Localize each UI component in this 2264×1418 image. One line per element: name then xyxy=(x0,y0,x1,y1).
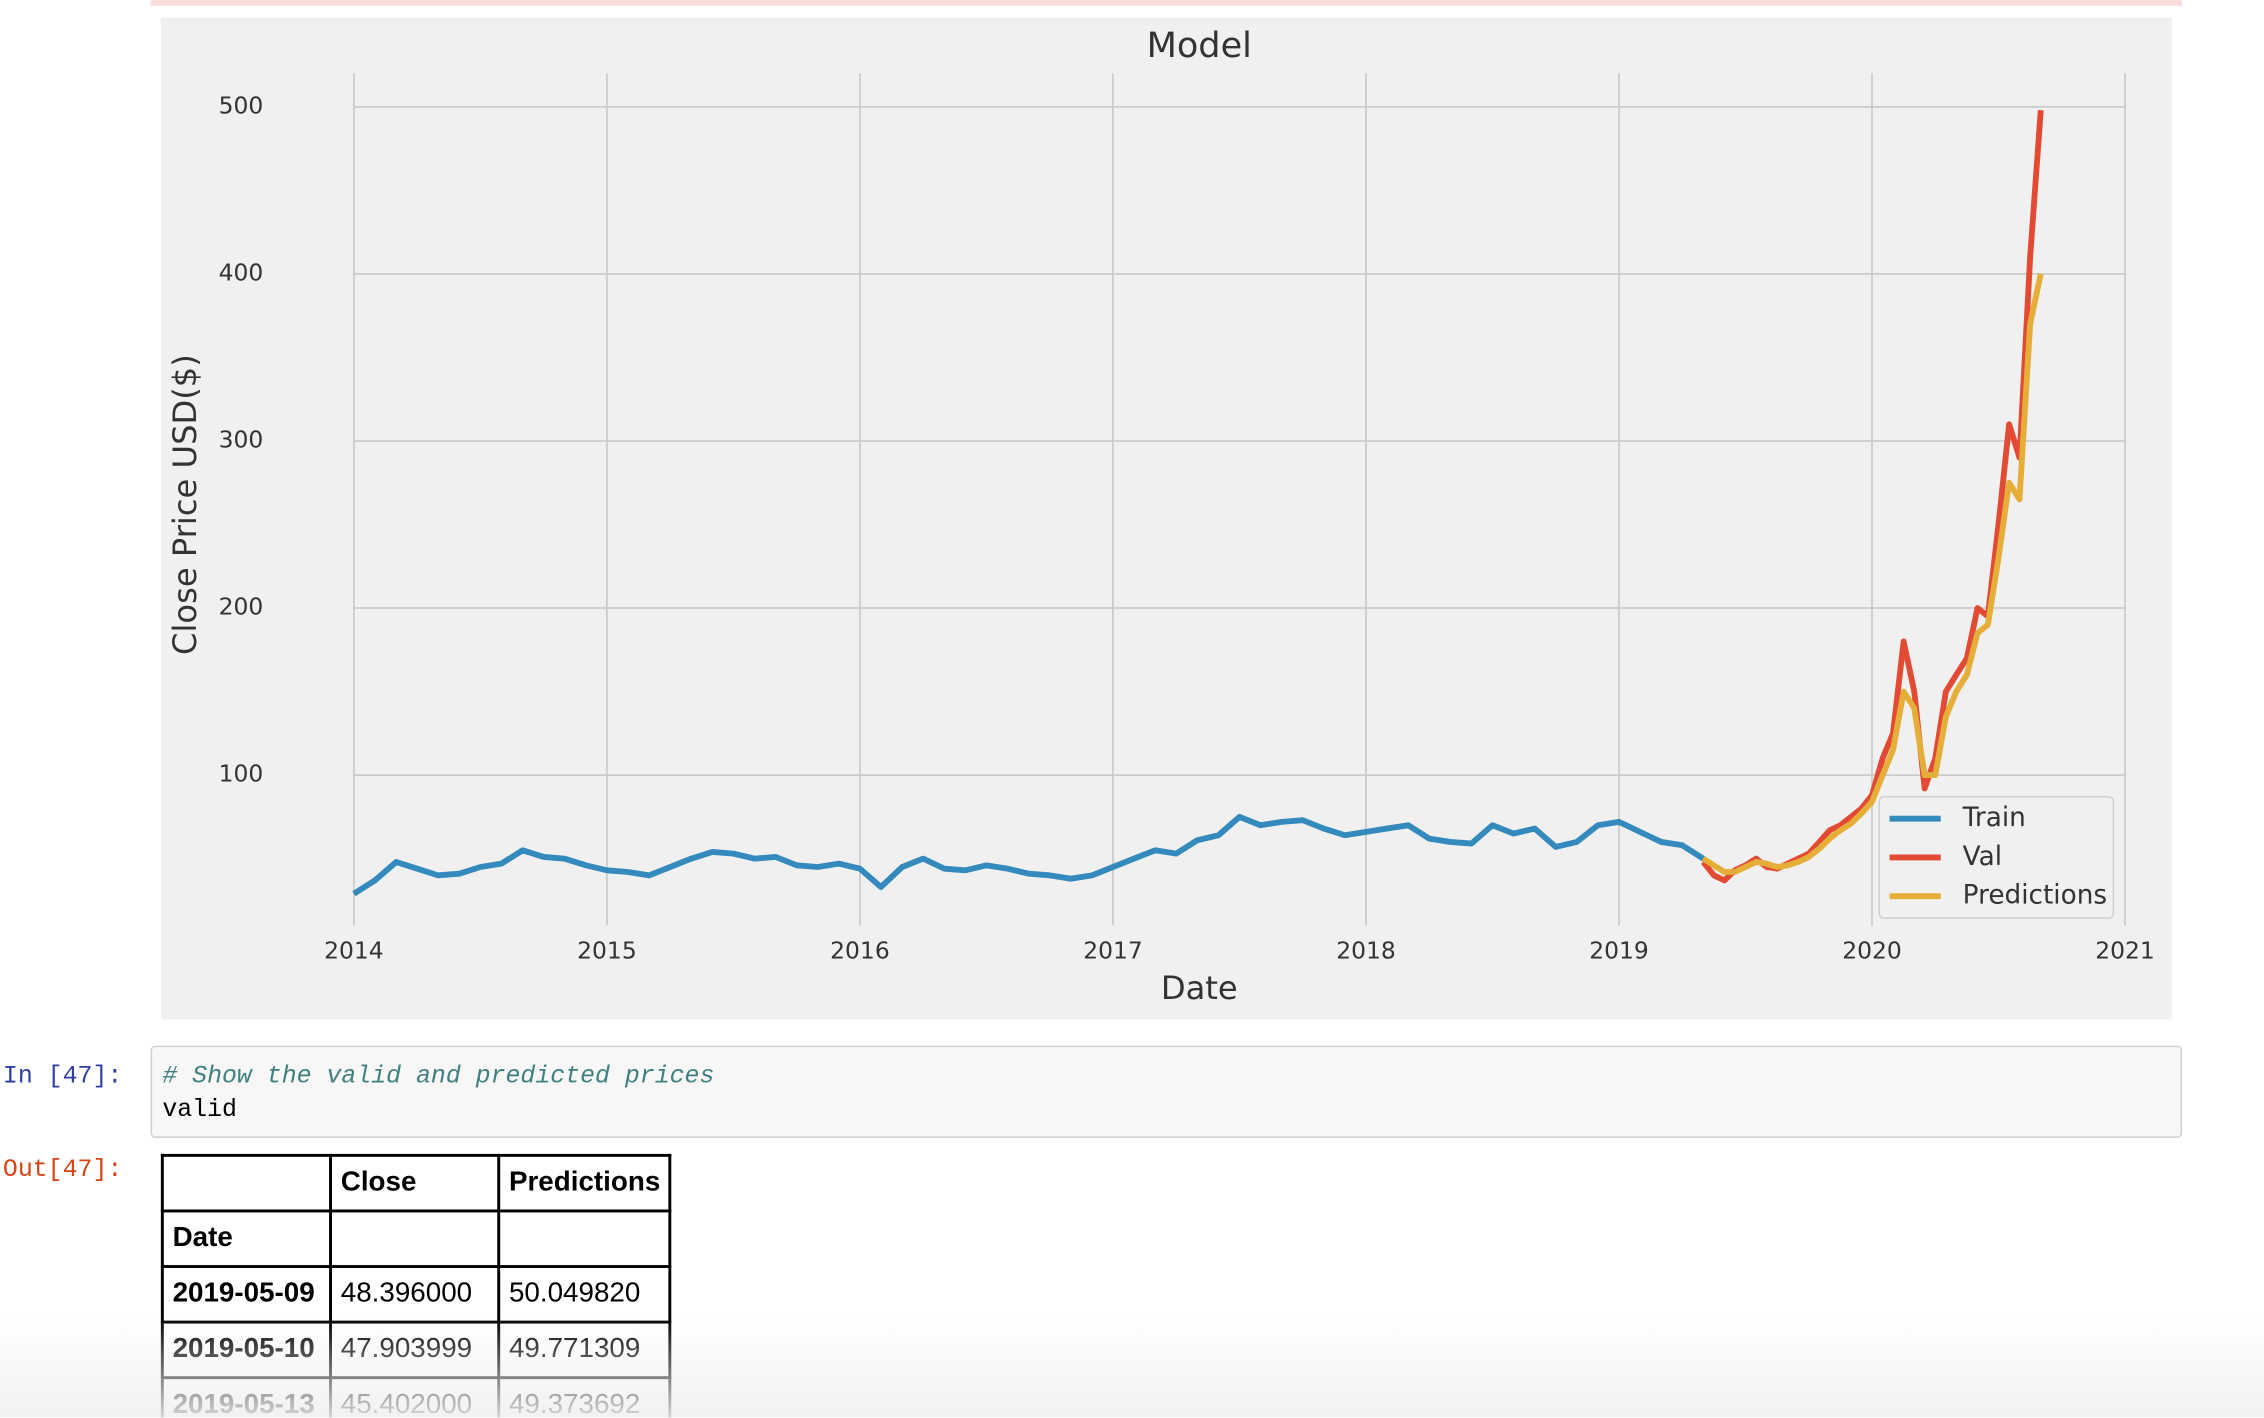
y-tick-label: 400 xyxy=(219,258,264,286)
series-line xyxy=(352,813,1705,897)
legend-box xyxy=(1878,796,2115,919)
column-header: Close xyxy=(329,1153,501,1213)
input-prompt: In [47]: xyxy=(2,1063,123,1092)
previous-output-strip xyxy=(150,0,2183,6)
x-tick-label: 2018 xyxy=(1336,937,1396,965)
x-tick-label: 2014 xyxy=(324,937,384,965)
data-row: 2019-05-09 48.396000 50.049820 xyxy=(160,1265,673,1324)
output-prompt: Out[47]: xyxy=(2,1156,123,1185)
x-axis-label: Date xyxy=(1161,969,1238,1007)
x-tick-label: 2021 xyxy=(2095,937,2155,965)
empty-cell xyxy=(329,1209,501,1268)
x-tick-label: 2020 xyxy=(1842,937,1902,965)
x-tick-label: 2019 xyxy=(1589,937,1649,965)
corner-cell xyxy=(160,1153,332,1213)
bottom-fade xyxy=(0,1316,2264,1418)
code-comment: # Show the valid and predicted prices xyxy=(162,1063,715,1092)
x-tick-label: 2017 xyxy=(1083,937,1143,965)
y-tick-label: 300 xyxy=(219,425,264,453)
index-name-row: Date xyxy=(160,1209,673,1268)
y-tick-label: 500 xyxy=(219,91,264,119)
figure-background xyxy=(160,17,2172,1020)
legend: Train Val Predictions xyxy=(1878,796,2115,919)
chart-title: Model xyxy=(1147,25,1252,66)
table-cell: 48.396000 xyxy=(329,1265,501,1324)
header-row: Close Predictions xyxy=(160,1153,673,1213)
code-cell[interactable]: # Show the valid and predicted prices va… xyxy=(150,1045,2183,1138)
row-index: 2019-05-09 xyxy=(160,1265,332,1324)
empty-cell xyxy=(497,1209,673,1268)
y-tick-label: 200 xyxy=(219,593,264,621)
legend-label: Predictions xyxy=(1963,881,2107,911)
y-tick-label: 100 xyxy=(219,760,264,788)
column-header: Predictions xyxy=(497,1153,673,1213)
series-line xyxy=(1701,273,2044,875)
index-name: Date xyxy=(160,1209,332,1268)
chart: Model Date Close Price USD($) 100 200 300 4… xyxy=(160,17,2172,1020)
x-tick-label: 2015 xyxy=(577,937,637,965)
x-tick-label: 2016 xyxy=(830,937,890,965)
legend-label: Train xyxy=(1962,803,2026,833)
code-line: valid xyxy=(162,1096,237,1125)
y-axis-label: Close Price USD($) xyxy=(166,354,204,655)
table-cell: 50.049820 xyxy=(497,1265,673,1324)
legend-label: Val xyxy=(1963,842,2002,872)
